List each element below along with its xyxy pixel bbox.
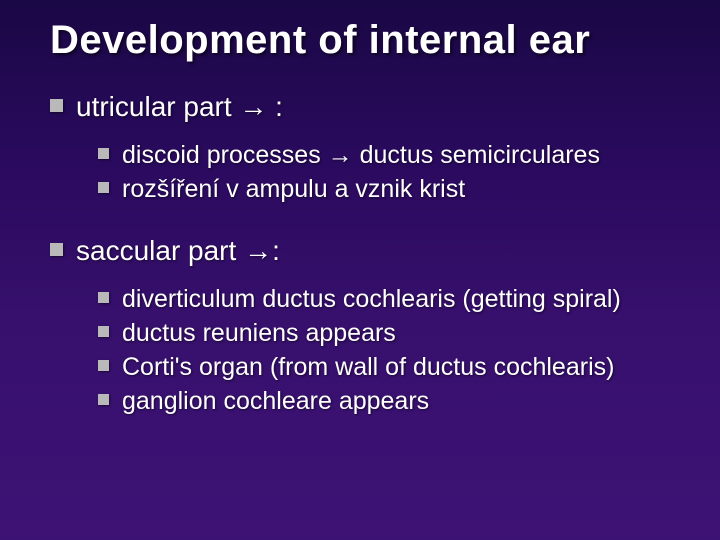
slide: Development of internal ear utricular pa…: [0, 0, 720, 540]
bullet-lvl1: utricular part → :: [30, 89, 690, 125]
slide-title: Development of internal ear: [30, 18, 690, 63]
bullet-lvl2: ganglion cochleare appears: [30, 385, 690, 417]
bullet-lvl2: diverticulum ductus cochlearis (getting …: [30, 283, 690, 315]
bullet-lvl2: ductus reuniens appears: [30, 317, 690, 349]
bullet-list: utricular part → : discoid processes → du…: [30, 89, 690, 417]
bullet-lvl2: rozšíření v ampulu a vznik krist: [30, 173, 690, 205]
bullet-lvl1: saccular part →:: [30, 233, 690, 269]
bullet-lvl2: discoid processes → ductus semicirculare…: [30, 139, 690, 171]
bullet-lvl2: Corti's organ (from wall of ductus cochl…: [30, 351, 690, 383]
